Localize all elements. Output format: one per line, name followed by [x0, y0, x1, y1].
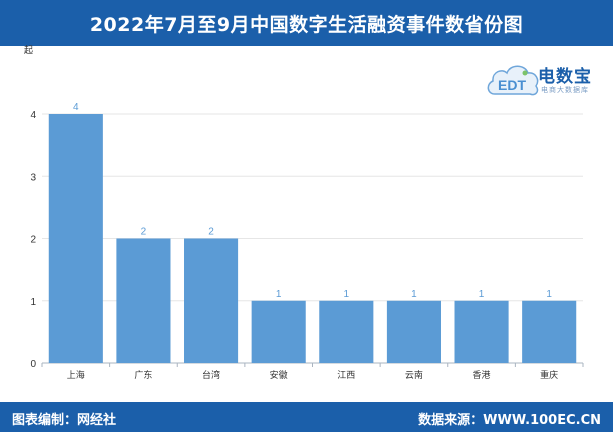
bar	[116, 238, 171, 363]
chart-title: 2022年7月至9月中国数字生活融资事件数省份图	[89, 13, 524, 36]
x-tick-label: 安徽	[270, 369, 288, 381]
bar	[386, 300, 441, 363]
bar	[184, 238, 239, 363]
y-axis-label: 起	[24, 46, 34, 56]
x-tick-label: 江西	[337, 370, 355, 381]
data-label: 1	[411, 289, 417, 300]
data-label: 2	[141, 227, 147, 238]
data-label: 1	[546, 289, 552, 300]
data-label: 1	[479, 289, 485, 300]
cloud-logo-icon: EDT	[487, 65, 539, 96]
bar	[454, 300, 509, 363]
data-label: 1	[344, 289, 350, 300]
data-label: 1	[276, 289, 282, 300]
footer-credit: 图表编制：网经社	[12, 413, 117, 428]
logo-tagline: 电商大数据库	[541, 86, 589, 94]
y-tick-label: 2	[30, 235, 36, 246]
bar	[251, 300, 306, 363]
edt-logo: EDT 电数宝 电商大数据库	[485, 58, 595, 102]
y-tick-label: 0	[30, 359, 36, 370]
header-bar: 2022年7月至9月中国数字生活融资事件数省份图	[0, 0, 613, 46]
x-tick-label: 香港	[473, 369, 491, 381]
x-tick-label: 云南	[405, 369, 423, 381]
plot-area: 0 1 2 3 4 4 上海 2 广东 2 台湾 1 安徽 1 江西 1 云南 1 香港 1 重庆	[0, 46, 613, 402]
y-tick-label: 3	[30, 172, 36, 183]
bar	[522, 300, 577, 363]
x-tick-label: 上海	[67, 369, 85, 381]
bar	[319, 300, 374, 363]
logo-mark: EDT	[498, 77, 526, 93]
footer-source: 数据来源：WWW.100EC.CN	[418, 413, 601, 428]
logo-brand: 电数宝	[538, 67, 592, 87]
data-label: 2	[208, 227, 214, 238]
x-tick-label: 台湾	[202, 369, 220, 381]
x-tick-label: 重庆	[540, 369, 558, 381]
bar-chart: 0 1 2 3 4 4 上海 2 广东 2 台湾 1 安徽 1 江西 1 云南 1 香港 1 重庆	[30, 102, 584, 381]
footer-bar: 图表编制：网经社 数据来源：WWW.100EC.CN	[0, 402, 613, 432]
data-label: 4	[73, 102, 79, 113]
bar	[48, 114, 103, 363]
y-tick-label: 4	[30, 110, 36, 121]
y-tick-label: 1	[30, 297, 36, 308]
x-tick-label: 广东	[134, 369, 152, 381]
